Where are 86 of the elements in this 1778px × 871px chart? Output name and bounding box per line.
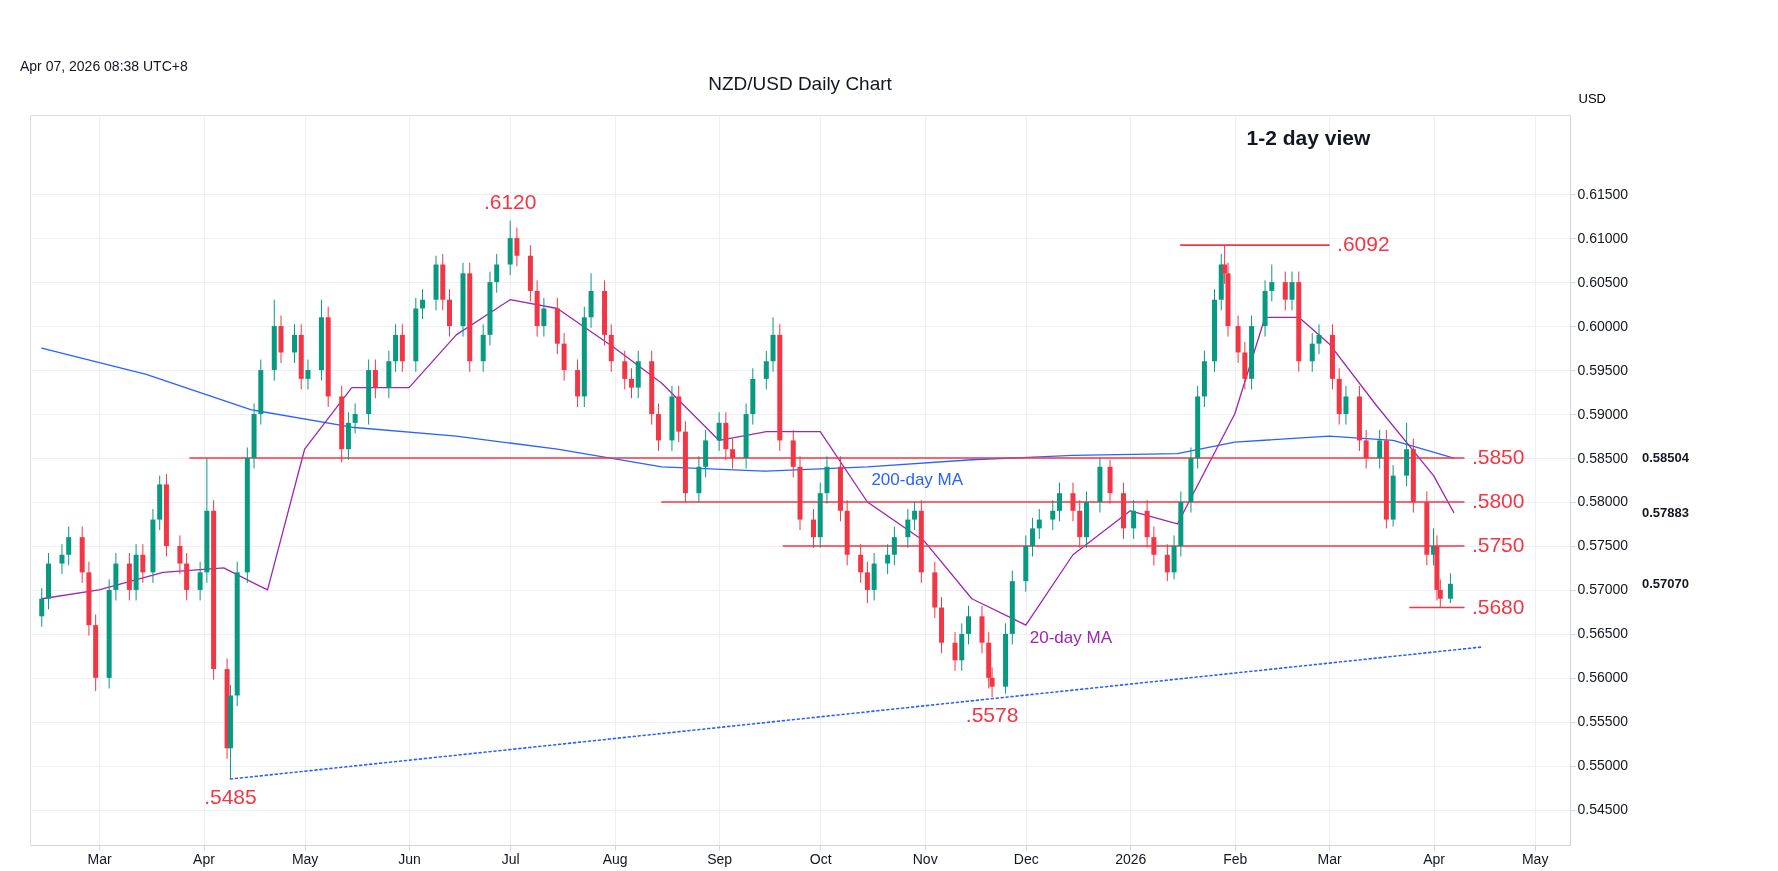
y-tick-label: 0.60500 (1577, 273, 1629, 290)
y-tick-label: 0.57000 (1577, 581, 1629, 598)
candlestick (952, 631, 958, 672)
candlestick (39, 587, 45, 628)
candlestick (885, 543, 891, 575)
candlestick (291, 323, 297, 364)
x-tick-label: Feb (1223, 850, 1248, 867)
candlestick (1316, 323, 1322, 355)
candlestick (1282, 271, 1288, 311)
y-tick-label: 0.56500 (1577, 625, 1629, 642)
candlestick (1447, 572, 1453, 604)
y-tick-label: 0.57500 (1577, 537, 1629, 554)
text: 0.57070 (1642, 575, 1689, 591)
candlestick (1269, 264, 1275, 302)
x-tick-label: May (1521, 850, 1549, 867)
text: 0.58504 (1642, 450, 1690, 466)
candlestick (912, 501, 918, 531)
x-tick-label: Aug (602, 850, 628, 867)
candlestick (1289, 271, 1295, 311)
candlestick (905, 508, 911, 549)
candlestick (864, 561, 870, 604)
annotation: .5800 (1471, 488, 1525, 512)
x-tick-label: Oct (809, 850, 832, 867)
candlestick (177, 534, 183, 575)
annotation: .5578 (965, 703, 1019, 727)
candlestick (420, 288, 426, 320)
candlestick (59, 543, 65, 575)
text: Apr 07, 2026 08:38 UTC+8 (20, 58, 188, 74)
y-tick-label: 0.59000 (1577, 405, 1629, 422)
x-tick-label: 2026 (1115, 850, 1147, 867)
candlestick (305, 359, 311, 390)
candlestick (494, 253, 500, 294)
annotation: .5680 (1471, 594, 1525, 618)
x-tick-label: Mar (87, 850, 112, 867)
y-tick-label: 0.58000 (1577, 493, 1629, 510)
series-label: 20-day MA (1029, 628, 1113, 648)
candlestick (622, 350, 628, 390)
y-tick-label: 0.55000 (1577, 757, 1629, 774)
candlestick (716, 411, 722, 452)
candlestick (197, 561, 203, 601)
candlestick (1377, 429, 1383, 470)
y-tick-label: 0.60000 (1577, 317, 1629, 334)
x-tick-label: Mar (1317, 850, 1342, 867)
x-tick-label: Jun (398, 850, 421, 867)
y-tick-label: 0.56000 (1577, 669, 1629, 686)
candlestick (1309, 332, 1315, 373)
chart-title: NZD/USD Daily Chart (708, 73, 893, 94)
candlestick (541, 297, 547, 338)
candlestick (891, 526, 897, 566)
annotation: .6120 (483, 189, 537, 213)
candlestick (140, 543, 146, 584)
candlestick (1050, 499, 1056, 531)
x-tick-label: Nov (912, 850, 938, 867)
candlestick (352, 402, 358, 434)
y-tick-label: 0.58500 (1577, 449, 1629, 466)
candlestick (1056, 482, 1062, 522)
y-tick-label: 0.61000 (1577, 229, 1629, 246)
series-label: 200-day MA (871, 469, 964, 489)
candlestick (1030, 517, 1036, 558)
candlestick (1131, 499, 1137, 540)
y-axis-title: USD (1578, 90, 1606, 106)
x-tick-label: Apr (1423, 850, 1446, 867)
x-tick-label: Apr (193, 850, 216, 867)
candlestick (966, 605, 971, 645)
candlestick (1036, 508, 1042, 540)
x-tick-label: Dec (1013, 850, 1039, 867)
line-series (41, 299, 1455, 626)
candlestick (514, 227, 520, 267)
annotation: .5750 (1471, 532, 1525, 556)
y-tick-label: 0.61500 (1577, 185, 1629, 202)
candlestick (372, 359, 378, 399)
candlestick (763, 350, 769, 390)
text: 0.57883 (1642, 504, 1689, 520)
x-tick-label: May (291, 850, 319, 867)
candlestick (1343, 385, 1349, 426)
y-tick-label: 0.54500 (1577, 801, 1629, 818)
annotation: .5850 (1471, 445, 1525, 469)
x-tick-label: Sep (707, 850, 733, 867)
candlestick (66, 526, 72, 566)
annotation: 1-2 day view (1246, 126, 1371, 149)
x-tick-label: Jul (501, 850, 520, 867)
annotation: .6092 (1337, 232, 1390, 256)
y-tick-label: 0.55500 (1577, 713, 1629, 730)
annotation: .5485 (204, 785, 257, 809)
y-tick-label: 0.59500 (1577, 361, 1629, 378)
candlestick (629, 367, 634, 399)
